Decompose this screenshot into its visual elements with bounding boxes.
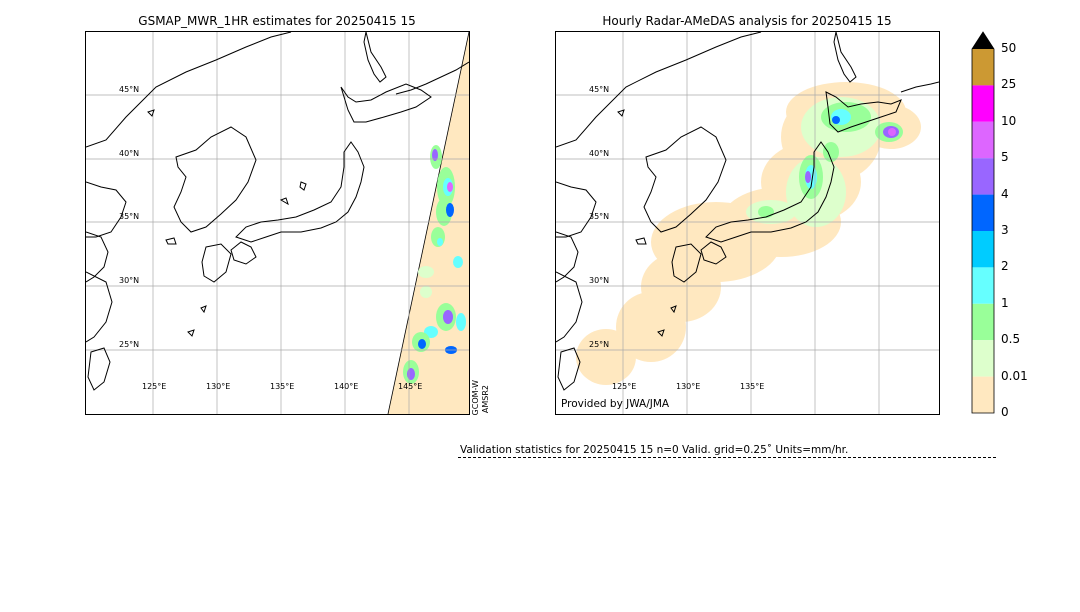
colorbar-canvas [971,31,995,414]
right-lon-135: 135°E [740,382,765,391]
colorbar-segment [972,121,994,159]
right-coastlines [556,32,939,391]
left-lon-145: 145°E [398,382,423,391]
left-lat-40: 40°N [119,149,140,158]
validation-statistics: Validation statistics for 20250415 15 n=… [460,444,849,456]
colorbar-label: 0.5 [1001,332,1021,347]
left-lon-140: 140°E [334,382,359,391]
colorbar-segment [972,340,994,377]
colorbar-segment [972,376,994,413]
sensor-label-amsr2: AMSR2 [481,385,490,414]
sensor-label-gcom: GCOM-W [471,380,480,416]
colorbar-segment [972,303,994,341]
colorbar-overflow-arrow [972,32,994,49]
left-lat-30: 30°N [119,276,140,285]
left-lat-25: 25°N [119,340,140,349]
right-lat-30: 30°N [589,276,610,285]
left-map[interactable] [85,31,470,415]
right-graticule [556,32,939,414]
right-map[interactable] [555,31,940,415]
colorbar-label: 0 [1001,405,1009,419]
colorbar-label: 4 [1001,186,1009,201]
right-map-canvas [556,32,939,414]
left-lat-35: 35°N [119,212,140,221]
left-map-canvas [86,32,469,414]
colorbar-segment [972,49,994,86]
colorbar-label: 2 [1001,259,1009,274]
colorbar-segment [972,158,994,195]
validation-divider [458,457,996,458]
left-map-title: GSMAP_MWR_1HR estimates for 20250415 15 [138,14,416,28]
graticule [86,32,469,414]
left-lat-45: 45°N [119,85,140,94]
colorbar-border [971,31,995,414]
colorbar-label: 10 [1001,113,1017,128]
colorbar-label: 0.01 [1001,368,1028,383]
left-lon-130: 130°E [206,382,231,391]
colorbar-segment [972,231,994,268]
colorbar-label: 1 [1001,295,1009,310]
left-lon-125: 125°E [142,382,167,391]
colorbar-segment [972,194,994,231]
coastlines [86,32,469,391]
colorbar-label: 5 [1001,150,1009,165]
right-lat-40: 40°N [589,149,610,158]
right-lat-25: 25°N [589,340,610,349]
colorbar-label: 25 [1001,77,1017,92]
left-lon-135: 135°E [270,382,295,391]
colorbar-label: 50 [1001,41,1017,55]
right-map-title: Hourly Radar-AMeDAS analysis for 2025041… [602,14,892,28]
colorbar [971,31,995,414]
right-lat-45: 45°N [589,85,610,94]
right-lat-35: 35°N [589,212,610,221]
colorbar-segment [972,85,994,122]
provider-credit: Provided by JWA/JMA [561,398,670,410]
colorbar-segment [972,267,994,304]
precip-cells [403,145,466,384]
colorbar-label: 3 [1001,223,1009,237]
right-lon-125: 125°E [612,382,637,391]
right-lon-130: 130°E [676,382,701,391]
